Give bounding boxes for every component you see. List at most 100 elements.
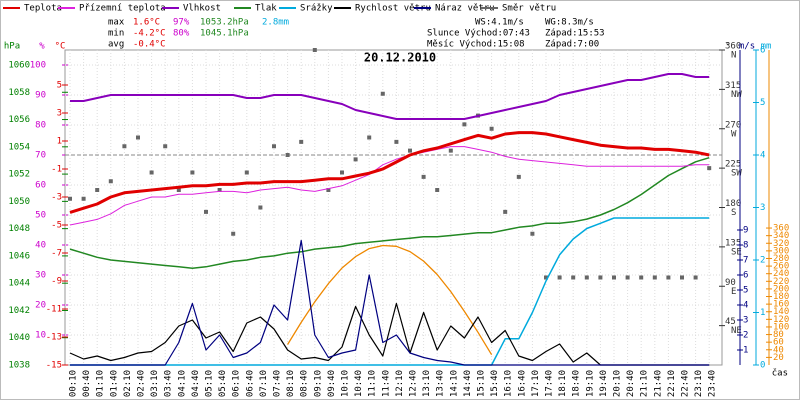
x-tick-label: 22:10: [667, 370, 677, 397]
direction-point: [176, 188, 181, 192]
y-tick-label: 80: [773, 330, 784, 340]
y-tick-label: 2: [760, 256, 765, 266]
y-tick-label: 100: [773, 322, 789, 332]
legend-label: Tlak: [255, 4, 277, 14]
direction-point: [68, 196, 72, 201]
legend-label: Vlhkost: [183, 4, 221, 14]
y-tick-label: NW: [731, 90, 742, 100]
direction-point: [489, 126, 494, 131]
direction-point: [544, 275, 548, 280]
y-tick-label: 225: [725, 160, 741, 170]
y-tick-label: 1038: [8, 361, 30, 371]
stat: 1053.2hPa: [200, 18, 249, 28]
direction-point: [421, 174, 426, 179]
y-tick-label: 1: [57, 137, 62, 147]
y-tick-label: 6: [743, 271, 748, 281]
y-tick-label: 20: [35, 301, 46, 311]
y-tick-label: -13: [46, 333, 62, 343]
series-line: [70, 217, 710, 366]
y-tick-label: E: [731, 287, 736, 297]
y-tick-label: 180: [725, 199, 741, 209]
y-tick-label: 100: [30, 61, 46, 71]
direction-point: [516, 174, 521, 179]
stat: Západ:7:00: [545, 40, 599, 50]
direction-point: [163, 144, 168, 149]
x-tick-label: 05:10: [205, 370, 215, 397]
y-tick-label: 60: [35, 181, 46, 191]
y-tick-label: 1044: [8, 279, 30, 289]
direction-point: [448, 148, 453, 153]
y-tick-label: 1054: [8, 142, 30, 152]
direction-point: [204, 209, 208, 214]
direction-point: [503, 209, 508, 214]
series-line: [69, 131, 710, 214]
y-tick-label: 1048: [8, 224, 30, 234]
stat: WG:8.3m/s: [545, 18, 594, 28]
y-tick-label: 270: [725, 120, 741, 130]
stat: Slunce Východ:07:43: [427, 29, 530, 39]
y-tick-label: S: [731, 208, 736, 218]
direction-point: [707, 166, 712, 171]
direction-point: [598, 275, 603, 280]
x-tick-label: 12:40: [409, 370, 419, 397]
y-tick-label: 4: [760, 151, 765, 161]
direction-point: [190, 170, 195, 175]
y-tick-label: 300: [773, 246, 789, 256]
direction-point: [272, 144, 276, 149]
x-tick-label: 02:10: [123, 370, 133, 397]
direction-point: [639, 275, 644, 280]
direction-point: [462, 122, 467, 127]
stat: 97%: [173, 18, 190, 28]
y-tick-label: SE: [731, 247, 742, 257]
x-tick-label: 00:40: [82, 370, 92, 397]
x-tick-label: 00:10: [69, 370, 79, 397]
direction-point: [680, 275, 684, 280]
x-tick-label: 09:40: [327, 370, 337, 397]
y-tick-label: 220: [773, 277, 789, 287]
y-tick-label: 120: [773, 315, 789, 325]
axis-title: °: [725, 42, 730, 52]
y-tick-label: 45: [725, 317, 736, 327]
direction-point: [530, 231, 535, 236]
y-tick-label: 320: [773, 239, 789, 249]
x-tick-label: 21:10: [640, 370, 650, 397]
stat: 1045.1hPa: [200, 29, 249, 39]
stat: 80%: [173, 29, 190, 39]
y-tick-label: 30: [35, 271, 46, 281]
x-tick-label: 15:10: [477, 370, 487, 397]
direction-point: [666, 275, 671, 280]
y-tick-label: 3: [760, 203, 765, 213]
y-tick-label: 1: [760, 308, 765, 318]
x-tick-label: 17:10: [531, 370, 541, 397]
direction-point: [557, 275, 562, 280]
x-tick-label: 03:40: [164, 370, 174, 397]
x-tick-label: 08:40: [300, 370, 310, 397]
x-tick-label: 06:40: [245, 370, 255, 397]
stat-label: min: [108, 29, 124, 39]
direction-point: [435, 188, 440, 192]
y-tick-label: 260: [773, 262, 789, 272]
x-tick-label: 02:40: [137, 370, 147, 397]
direction-point: [326, 188, 331, 192]
y-tick-label: 5: [57, 81, 62, 91]
y-tick-label: 1060: [8, 61, 30, 71]
y-tick-label: N: [731, 51, 736, 61]
x-tick-label: 07:40: [273, 370, 283, 397]
y-tick-label: 340: [773, 231, 789, 241]
y-tick-label: 10: [35, 331, 46, 341]
x-tick-label: 10:10: [341, 370, 351, 397]
series-line: [69, 146, 710, 226]
y-tick-label: -15: [46, 361, 62, 371]
y-tick-label: 360: [725, 42, 741, 52]
x-tick-label: 16:40: [517, 370, 527, 397]
x-tick-label: 23:40: [708, 370, 718, 397]
series-line: [70, 73, 710, 120]
y-tick-label: 1040: [8, 333, 30, 343]
x-tick-label: 20:10: [613, 370, 623, 397]
direction-point: [367, 135, 372, 140]
y-tick-label: 1052: [8, 170, 30, 180]
direction-point: [108, 179, 113, 184]
y-tick-label: -7: [51, 249, 62, 259]
y-tick-label: -3: [51, 193, 62, 203]
direction-point: [584, 275, 589, 280]
